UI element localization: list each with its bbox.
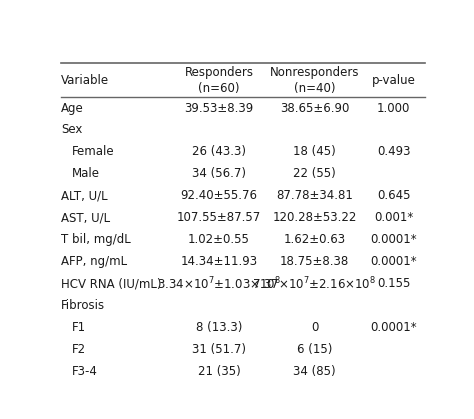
Text: 18.75±8.38: 18.75±8.38 (280, 255, 349, 268)
Text: ALT, U/L: ALT, U/L (61, 189, 108, 202)
Text: 1.000: 1.000 (377, 101, 410, 114)
Text: 0: 0 (311, 321, 318, 334)
Text: 0.155: 0.155 (377, 277, 410, 290)
Text: 0.0001*: 0.0001* (370, 255, 417, 268)
Text: 1.02±0.55: 1.02±0.55 (188, 233, 250, 246)
Text: 0.645: 0.645 (377, 189, 410, 202)
Text: 92.40±55.76: 92.40±55.76 (181, 189, 257, 202)
Text: T bil, mg/dL: T bil, mg/dL (61, 233, 131, 246)
Text: 38.65±6.90: 38.65±6.90 (280, 101, 349, 114)
Text: 0.493: 0.493 (377, 145, 410, 158)
Text: 39.53±8.39: 39.53±8.39 (184, 101, 254, 114)
Text: 26 (43.3): 26 (43.3) (192, 145, 246, 158)
Text: Variable: Variable (61, 74, 109, 87)
Text: AST, U/L: AST, U/L (61, 211, 110, 224)
Text: 18 (45): 18 (45) (293, 145, 336, 158)
Text: F2: F2 (72, 343, 86, 356)
Text: Fibrosis: Fibrosis (61, 299, 105, 312)
Text: 0.0001*: 0.0001* (370, 321, 417, 334)
Text: 7.37×10$^7$±2.16×10$^8$: 7.37×10$^7$±2.16×10$^8$ (253, 275, 377, 292)
Text: AFP, ng/mL: AFP, ng/mL (61, 255, 127, 268)
Text: 0.0001*: 0.0001* (370, 233, 417, 246)
Text: 21 (35): 21 (35) (198, 365, 240, 378)
Text: 1.62±0.63: 1.62±0.63 (283, 233, 346, 246)
Text: HCV RNA (IU/mL): HCV RNA (IU/mL) (61, 277, 162, 290)
Text: Nonresponders
(n=40): Nonresponders (n=40) (270, 66, 359, 95)
Text: 34 (56.7): 34 (56.7) (192, 167, 246, 180)
Text: Male: Male (72, 167, 100, 180)
Text: 14.34±11.93: 14.34±11.93 (181, 255, 257, 268)
Text: 120.28±53.22: 120.28±53.22 (273, 211, 357, 224)
Text: Female: Female (72, 145, 115, 158)
Text: 22 (55): 22 (55) (293, 167, 336, 180)
Text: Sex: Sex (61, 124, 82, 137)
Text: 3.34×10$^7$±1.03×10$^8$: 3.34×10$^7$±1.03×10$^8$ (157, 275, 281, 292)
Text: F3-4: F3-4 (72, 365, 98, 378)
Text: p-value: p-value (372, 74, 416, 87)
Text: 31 (51.7): 31 (51.7) (192, 343, 246, 356)
Text: Responders
(n=60): Responders (n=60) (184, 66, 254, 95)
Text: 34 (85): 34 (85) (293, 365, 336, 378)
Text: 107.55±87.57: 107.55±87.57 (177, 211, 261, 224)
Text: F1: F1 (72, 321, 86, 334)
Text: Age: Age (61, 101, 84, 114)
Text: 8 (13.3): 8 (13.3) (196, 321, 242, 334)
Text: 6 (15): 6 (15) (297, 343, 332, 356)
Text: 87.78±34.81: 87.78±34.81 (276, 189, 353, 202)
Text: 0.001*: 0.001* (374, 211, 413, 224)
